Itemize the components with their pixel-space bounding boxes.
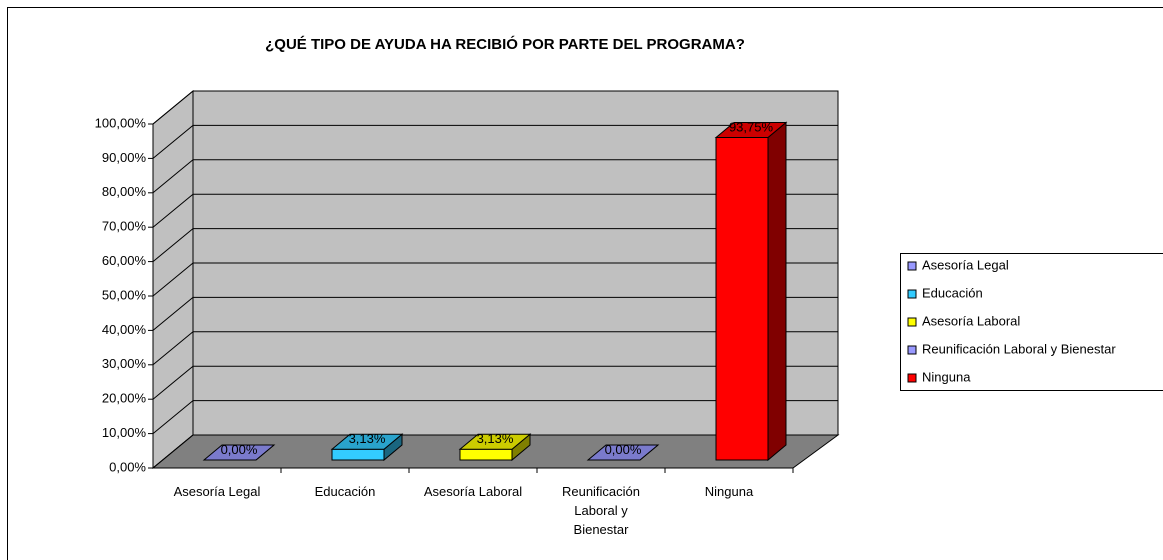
grid-line	[152, 331, 838, 366]
bar-top	[714, 122, 788, 138]
value-label: 0,00%	[605, 442, 642, 457]
legend-swatch	[907, 345, 917, 355]
chart-title: ¿QUÉ TIPO DE AYUDA HA RECIBIÓ POR PARTE …	[265, 35, 745, 53]
bar-front	[331, 448, 385, 461]
legend-label: Asesoría Laboral	[922, 313, 1020, 328]
bar-side	[767, 121, 787, 462]
x-tick-label: Ninguna	[704, 484, 754, 499]
grid-line	[152, 159, 838, 194]
y-tick-label: 100,00%	[95, 115, 147, 130]
x-label-box: Asesoría Laboral	[423, 484, 523, 499]
grid-line	[152, 193, 838, 228]
x-label-box: Reunificación Laboral y Bienestar	[561, 484, 641, 537]
bar-top	[586, 444, 660, 461]
grid-line	[152, 228, 838, 262]
value-label: 0,00%	[221, 442, 258, 457]
x-label-box: Asesoría Legal	[173, 484, 261, 499]
y-tick-label: 70,00%	[102, 219, 147, 234]
x-tick-label: Asesoría Laboral	[423, 484, 523, 499]
grid-line	[152, 400, 838, 434]
x-label-box: Ninguna	[704, 484, 754, 499]
bar-top	[330, 433, 404, 450]
y-tick-label: 30,00%	[102, 356, 147, 371]
legend-swatch	[907, 289, 917, 299]
grid-line	[152, 296, 838, 331]
bar-front	[715, 137, 769, 461]
legend-swatch	[907, 373, 917, 383]
x-tick-label: Educación	[314, 484, 376, 499]
grid-line	[152, 434, 838, 469]
y-tick-label: 40,00%	[102, 322, 147, 337]
legend-label: Asesoría Legal	[922, 257, 1009, 272]
y-tick-label: 80,00%	[102, 184, 147, 199]
legend-label: Educación	[922, 285, 983, 300]
y-tick-label: 60,00%	[102, 253, 147, 268]
grid-line	[152, 365, 838, 400]
grid-line	[152, 124, 838, 159]
value-label: 93,75%	[729, 119, 774, 134]
x-label-box: Educación	[314, 484, 376, 499]
y-tick-label: 90,00%	[102, 150, 147, 165]
legend-label: Ninguna	[922, 369, 971, 384]
legend-swatch	[907, 261, 917, 271]
x-tick-label: Asesoría Legal	[173, 484, 261, 499]
grid-line	[152, 90, 838, 125]
bar-top	[458, 433, 532, 450]
grid-line	[152, 262, 838, 297]
y-tick-label: 10,00%	[102, 425, 147, 440]
legend-box	[900, 253, 1163, 391]
legend-label: Reunificación Laboral y Bienestar	[922, 341, 1116, 356]
legend-swatch	[907, 317, 917, 327]
y-tick-label: 50,00%	[102, 287, 147, 302]
value-label: 3,13%	[349, 431, 386, 446]
y-tick-label: 20,00%	[102, 391, 147, 406]
bar-top	[202, 444, 276, 461]
y-tick-label: 0,00%	[109, 459, 146, 474]
x-tick-label: Reunificación Laboral y Bienestar	[561, 484, 641, 537]
value-label: 3,13%	[477, 431, 514, 446]
bar-front	[459, 448, 513, 461]
